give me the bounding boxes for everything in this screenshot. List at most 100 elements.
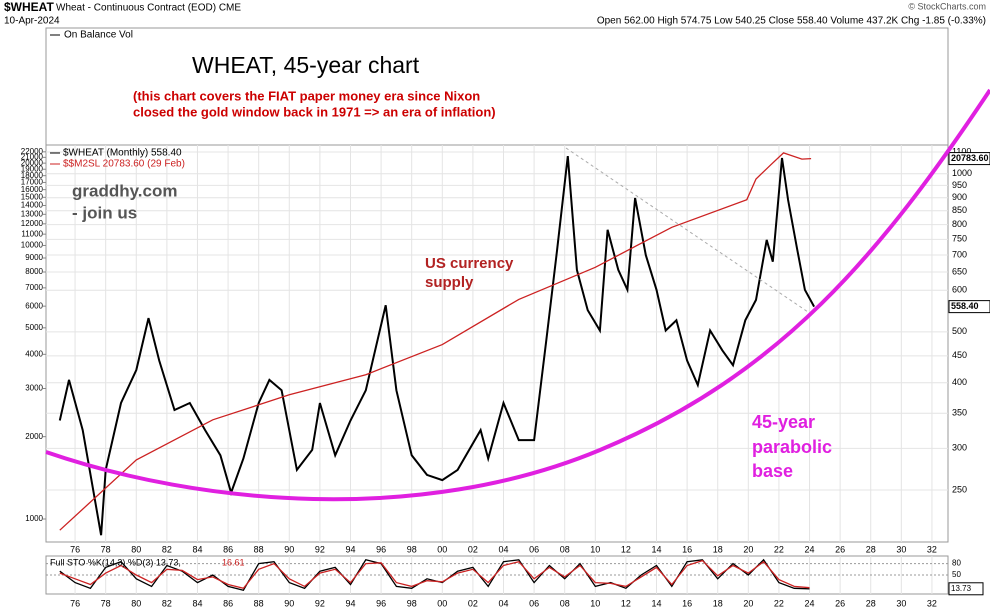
x-tick-label: 06 (529, 598, 539, 608)
x-tick-label: 04 (498, 598, 508, 608)
price-tag-box (948, 152, 990, 166)
x-tick-label: 10 (590, 598, 600, 608)
price-tag: 20783.60 (951, 153, 989, 163)
price-tag: 13.73 (951, 584, 972, 593)
y-tick-label: 6000 (25, 301, 43, 310)
y2-tick-label: 350 (952, 408, 967, 418)
x-tick-label: 32 (927, 544, 937, 554)
stats: Open 562.00 High 574.75 Low 540.25 Close… (597, 16, 986, 27)
website: - join us (72, 203, 137, 222)
price-tag-box (948, 300, 990, 314)
x-tick-label: 98 (407, 598, 417, 608)
x-tick-label: 82 (162, 598, 172, 608)
y-tick-label: 7000 (25, 283, 43, 292)
x-tick-label: 12 (621, 544, 631, 554)
x-tick-label: 86 (223, 598, 233, 608)
x-tick-label: 02 (468, 598, 478, 608)
description: Wheat - Continuous Contract (EOD) CME (56, 3, 241, 14)
x-tick-label: 08 (560, 544, 570, 554)
x-tick-label: 00 (437, 544, 447, 554)
x-tick-label: 80 (131, 598, 141, 608)
y2-tick-label: 600 (952, 285, 967, 295)
obv-panel (45, 27, 949, 146)
x-tick-label: 16 (682, 598, 692, 608)
y-tick-label: 10000 (21, 241, 44, 250)
y-tick-label: 8000 (25, 267, 43, 276)
x-tick-label: 84 (192, 544, 202, 554)
x-tick-label: 92 (315, 544, 325, 554)
x-tick-label: 28 (866, 598, 876, 608)
x-tick-label: 28 (866, 544, 876, 554)
subtitle: closed the gold window back in 1971 => a… (133, 104, 496, 119)
legend-entry: $WHEAT (Monthly) 558.40 (63, 148, 182, 159)
x-tick-label: 82 (162, 544, 172, 554)
x-tick-label: 94 (345, 598, 355, 608)
y-tick-label: 4000 (25, 349, 43, 358)
series-line (59, 152, 812, 531)
y2-tick-label: 450 (952, 350, 967, 360)
y-tick-label: 22000 (21, 147, 44, 156)
x-tick-label: 88 (254, 544, 264, 554)
y2-tick-label: 750 (952, 234, 967, 244)
x-tick-label: 30 (896, 598, 906, 608)
y-tick-label: 50 (952, 570, 961, 579)
x-tick-label: 18 (713, 544, 723, 554)
currency-note: supply (425, 274, 474, 291)
y2-tick-label: 1000 (952, 168, 972, 178)
main-title: WHEAT, 45-year chart (192, 52, 420, 78)
x-tick-label: 16 (682, 544, 692, 554)
subtitle: (this chart covers the FIAT paper money … (133, 88, 480, 103)
date: 10-Apr-2024 (4, 16, 60, 27)
y-tick-label: 17000 (21, 178, 44, 187)
y2-tick-label: 800 (952, 219, 967, 229)
x-tick-label: 14 (652, 598, 662, 608)
y-tick-label: 20000 (21, 158, 44, 167)
x-tick-label: 08 (560, 598, 570, 608)
y2-tick-label: 700 (952, 249, 967, 259)
y-tick-label: 15000 (21, 192, 44, 201)
y-tick-label: 80 (952, 559, 961, 568)
x-tick-label: 92 (315, 598, 325, 608)
series-line (58, 155, 815, 536)
website: graddhy.com (72, 181, 177, 200)
stoch-legend-d: 16.61 (222, 557, 245, 567)
y-tick-label: 21000 (21, 152, 44, 161)
trend-line (565, 147, 809, 313)
parabola (45, 88, 990, 502)
x-tick-label: 20 (743, 598, 753, 608)
stoch-legend: Full STO %K(14,3) %D(3) 13.73, (50, 557, 181, 567)
x-tick-label: 20 (743, 544, 753, 554)
y-tick-label: 16000 (21, 185, 44, 194)
x-tick-label: 14 (652, 544, 662, 554)
x-tick-label: 24 (805, 544, 815, 554)
x-tick-label: 78 (101, 544, 111, 554)
x-tick-label: 76 (70, 544, 80, 554)
x-tick-label: 04 (498, 544, 508, 554)
x-tick-label: 86 (223, 544, 233, 554)
y-tick-label: 11000 (21, 229, 43, 238)
x-tick-label: 30 (896, 544, 906, 554)
y-tick-label: 5000 (25, 323, 43, 332)
y2-tick-label: 300 (952, 443, 967, 453)
price-tag: 558.40 (951, 301, 979, 311)
y-tick-label: 9000 (25, 253, 43, 262)
x-tick-label: 78 (101, 598, 111, 608)
x-tick-label: 18 (713, 598, 723, 608)
obv-label: On Balance Vol (64, 30, 133, 41)
x-tick-label: 12 (621, 598, 631, 608)
x-tick-label: 88 (254, 598, 264, 608)
price-tag-box (948, 582, 984, 596)
y-tick-label: 2000 (25, 432, 43, 441)
y2-tick-label: 850 (952, 205, 967, 215)
currency-note: US currency (425, 255, 514, 272)
x-tick-label: 26 (835, 544, 845, 554)
y2-tick-label: 650 (952, 266, 967, 276)
legend-entry: $$M2SL 20783.60 (29 Feb) (63, 159, 185, 170)
base-note: parabolic (752, 437, 832, 457)
y2-tick-label: 900 (952, 192, 967, 202)
y2-tick-label: 250 (952, 484, 967, 494)
symbol: $WHEAT (4, 0, 54, 14)
x-tick-label: 96 (376, 544, 386, 554)
x-tick-label: 32 (927, 598, 937, 608)
